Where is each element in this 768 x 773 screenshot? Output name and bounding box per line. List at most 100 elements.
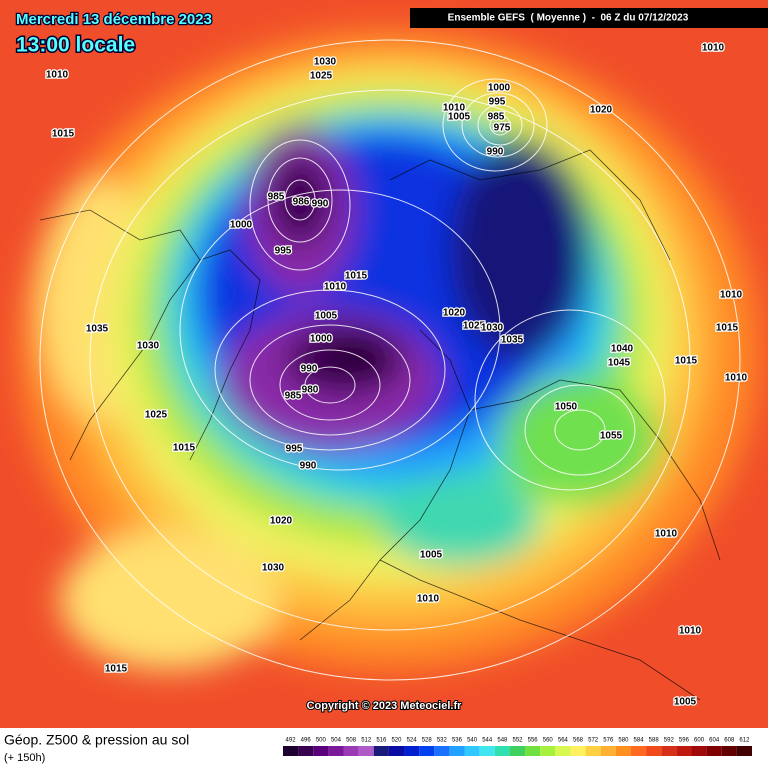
isobar-label: 1030 <box>262 563 285 574</box>
legend-swatch <box>479 746 495 756</box>
isobar-label: 1010 <box>655 529 678 540</box>
isobar-label: 1010 <box>417 594 440 605</box>
legend-swatch <box>540 746 556 756</box>
isobar-label: 1010 <box>720 290 743 301</box>
isobar-label: 1015 <box>105 664 128 675</box>
legend-swatch <box>585 746 601 756</box>
legend-swatch <box>736 746 752 756</box>
isobar-label: 995 <box>489 97 506 108</box>
isobar-label: 1015 <box>675 356 698 367</box>
legend-tick-label: 568 <box>573 738 584 744</box>
isobar-label: 1035 <box>501 335 524 346</box>
isobar-label: 985 <box>268 192 285 203</box>
legend-tick-label: 584 <box>634 738 645 744</box>
isobar-label: 986 <box>293 197 310 208</box>
isobar-label: 995 <box>286 444 303 455</box>
legend-swatch <box>600 746 616 756</box>
legend-tick-label: 520 <box>391 738 402 744</box>
isobar-label: 1005 <box>420 550 443 561</box>
isobar-label: 1040 <box>611 344 634 355</box>
field: 1030 1025 1010 1010 1015 1000 995 1010 1… <box>0 0 768 728</box>
isobar-label: 1025 <box>463 321 486 332</box>
legend-swatch <box>630 746 647 756</box>
isobar-label: 1000 <box>230 220 253 231</box>
time-title: 13:00 locale <box>16 34 135 57</box>
isobar-label: 1055 <box>600 431 623 442</box>
isobar-label: 1010 <box>725 373 748 384</box>
isobar-label: 1015 <box>716 323 739 334</box>
legend-swatch <box>449 746 465 756</box>
legend-tick-label: 588 <box>649 738 660 744</box>
isobar-label: 1010 <box>702 43 725 54</box>
legend-tick-label: 536 <box>452 738 463 744</box>
legend-tick-label: 572 <box>588 738 599 744</box>
isobar-label: 1015 <box>52 129 75 140</box>
isobar-label: 1020 <box>590 105 613 116</box>
footer-lead: (+ 150h) <box>4 752 45 764</box>
isobar-label: 990 <box>312 199 329 210</box>
legend-swatch <box>646 746 662 756</box>
isobar-label: 1000 <box>310 334 333 345</box>
legend-tick-label: 508 <box>346 738 357 744</box>
isobar-label: 1010 <box>443 103 466 114</box>
legend-tick-label: 564 <box>558 738 569 744</box>
isobar-label: 1030 <box>481 323 504 334</box>
legend-tick-label: 596 <box>679 738 690 744</box>
isobar-label: 1005 <box>448 112 471 123</box>
isobar-label: 1010 <box>324 282 347 293</box>
legend-swatch <box>313 746 329 756</box>
legend-tick-label: 544 <box>482 738 493 744</box>
isobar-label: 975 <box>494 123 511 134</box>
legend-swatch <box>434 746 450 756</box>
isobar-label: 1020 <box>443 308 466 319</box>
isobar-label: 990 <box>300 461 317 472</box>
isobar-label: 1025 <box>145 410 168 421</box>
legend-tick-label: 600 <box>694 738 705 744</box>
isobar-label: 1005 <box>315 311 338 322</box>
isobar-label: 990 <box>487 147 504 158</box>
legend-tick-label: 540 <box>467 738 478 744</box>
copyright: Copyright © 2023 Meteociel.fr <box>307 700 463 712</box>
legend-tick-label: 608 <box>724 738 735 744</box>
isobar-labels: 1030 1025 1010 1010 1015 1000 995 1010 1… <box>45 41 749 709</box>
legend-swatch <box>343 746 359 756</box>
legend-swatch <box>691 746 707 756</box>
isobar-label: 1035 <box>86 324 109 335</box>
legend-swatch <box>706 746 722 756</box>
run-box <box>410 8 768 28</box>
legend-swatch <box>570 746 586 756</box>
legend-tick-label: 612 <box>739 738 750 744</box>
isobar-label: 1010 <box>679 626 702 637</box>
isobar-label: 985 <box>488 112 505 123</box>
legend-swatch <box>676 746 692 756</box>
legend-tick-label: 604 <box>709 738 720 744</box>
run-info: Ensemble GEFS ( Moyenne ) - 06 Z du 07/1… <box>448 13 689 24</box>
legend-tick-label: 512 <box>361 738 372 744</box>
isobar-label: 990 <box>301 364 318 375</box>
legend-tick-label: 496 <box>301 738 312 744</box>
isobar-label: 1000 <box>488 83 511 94</box>
legend-swatch <box>525 746 541 756</box>
legend-tick-label: 532 <box>437 738 448 744</box>
isobar-label: 995 <box>275 246 292 257</box>
legend-tick-label: 576 <box>603 738 614 744</box>
legend-swatch <box>373 746 389 756</box>
legend-tick-label: 500 <box>316 738 327 744</box>
isobar-label: 1020 <box>270 516 293 527</box>
legend-swatch <box>419 746 435 756</box>
date-title: Mercredi 13 décembre 2023 <box>16 11 212 28</box>
legend-tick-label: 580 <box>618 738 629 744</box>
legend-swatch <box>464 746 480 756</box>
legend-tick-label: 516 <box>376 738 387 744</box>
coastlines <box>39 149 721 701</box>
legend-tick-label: 524 <box>407 738 418 744</box>
legend-swatch <box>615 746 631 756</box>
footer-title: Géop. Z500 & pression au sol <box>4 732 189 748</box>
legend-tick-label: 592 <box>664 738 675 744</box>
isobar-label: 985 <box>285 391 302 402</box>
legend-tick-label: 548 <box>497 738 508 744</box>
legend: 492 496 500 504 508 512 516 520 524 528 532 536 540 5… <box>283 738 752 756</box>
legend-tick-label: 552 <box>512 738 523 744</box>
isobar-label: 1005 <box>674 697 697 708</box>
